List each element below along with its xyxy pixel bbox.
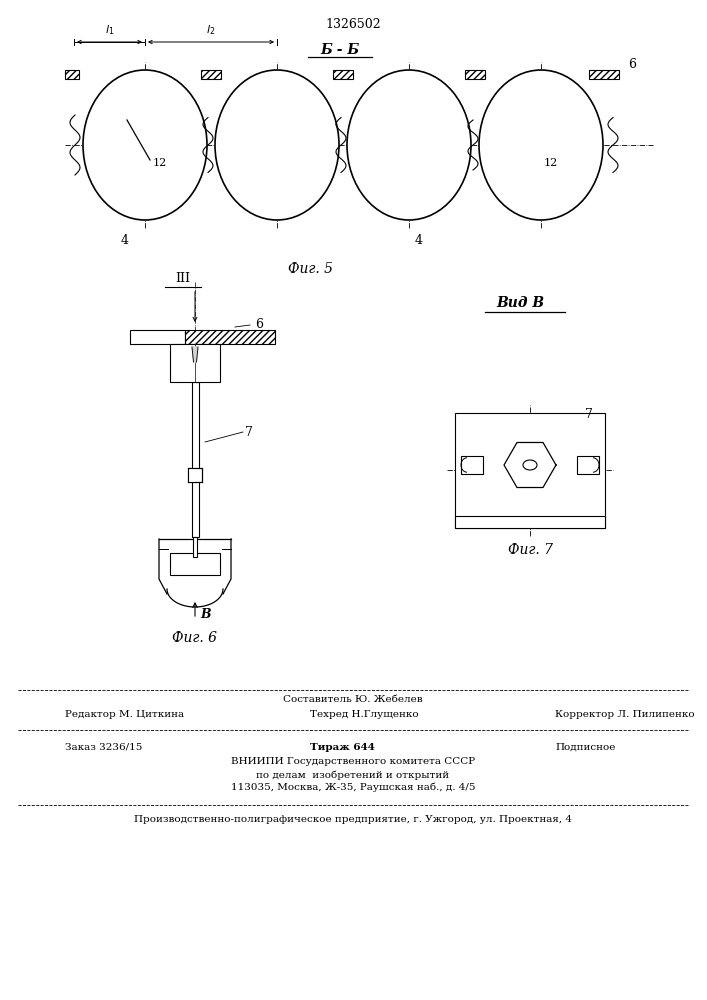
Text: Заказ 3236/15: Заказ 3236/15 <box>65 743 142 752</box>
Bar <box>333 70 353 79</box>
Bar <box>188 468 202 482</box>
Bar <box>170 344 220 382</box>
Text: Фиг. 7: Фиг. 7 <box>508 542 552 556</box>
Text: 6: 6 <box>255 318 263 332</box>
Text: 113035, Москва, Ж-35, Раушская наб., д. 4/5: 113035, Москва, Ж-35, Раушская наб., д. … <box>230 783 475 792</box>
Text: 12: 12 <box>544 158 558 168</box>
Text: Производственно-полиграфическое предприятие, г. Ужгород, ул. Проектная, 4: Производственно-полиграфическое предприя… <box>134 815 572 824</box>
Bar <box>455 412 605 528</box>
Polygon shape <box>192 347 198 362</box>
Ellipse shape <box>523 460 537 470</box>
Ellipse shape <box>83 70 207 220</box>
Text: 4: 4 <box>415 234 423 247</box>
Bar <box>195 344 220 382</box>
Text: ВНИИПИ Государственного комитета СССР: ВНИИПИ Государственного комитета СССР <box>231 757 475 766</box>
Text: $l_1$: $l_1$ <box>105 23 114 37</box>
Bar <box>130 330 185 344</box>
Text: Б - Б: Б - Б <box>320 43 360 57</box>
Bar <box>170 553 220 575</box>
Bar <box>461 456 483 474</box>
Text: 7: 7 <box>245 426 253 438</box>
Bar <box>455 516 605 528</box>
Bar <box>65 70 79 79</box>
Text: Тираж 644: Тираж 644 <box>310 743 375 752</box>
Bar <box>185 330 275 344</box>
Text: Корректор Л. Пилипенко: Корректор Л. Пилипенко <box>555 710 694 719</box>
Bar <box>193 537 197 557</box>
Text: Фиг. 5: Фиг. 5 <box>288 262 332 276</box>
Bar <box>577 456 599 474</box>
Text: В: В <box>200 607 211 620</box>
Text: III: III <box>175 272 190 285</box>
Bar <box>465 70 485 79</box>
Text: Составитель Ю. Жебелев: Составитель Ю. Жебелев <box>284 695 423 704</box>
Text: $l_2$: $l_2$ <box>206 23 216 37</box>
Text: Вид В: Вид В <box>496 296 544 310</box>
Ellipse shape <box>347 70 471 220</box>
Text: 7: 7 <box>585 408 593 422</box>
Text: 4: 4 <box>121 234 129 247</box>
Text: 6: 6 <box>628 58 636 72</box>
Text: по делам  изобретений и открытий: по делам изобретений и открытий <box>257 770 450 780</box>
Bar <box>589 70 619 79</box>
Text: Подписное: Подписное <box>555 743 615 752</box>
Text: Редактор М. Циткина: Редактор М. Циткина <box>65 710 184 719</box>
Text: 1326502: 1326502 <box>325 18 381 31</box>
Ellipse shape <box>479 70 603 220</box>
Ellipse shape <box>215 70 339 220</box>
Bar <box>188 468 195 482</box>
Text: 12: 12 <box>153 158 167 168</box>
Text: Фиг. 6: Фиг. 6 <box>173 631 218 645</box>
Bar <box>201 70 221 79</box>
Bar <box>170 344 195 382</box>
Text: Техред Н.Глущенко: Техред Н.Глущенко <box>310 710 419 719</box>
Bar <box>192 382 199 537</box>
